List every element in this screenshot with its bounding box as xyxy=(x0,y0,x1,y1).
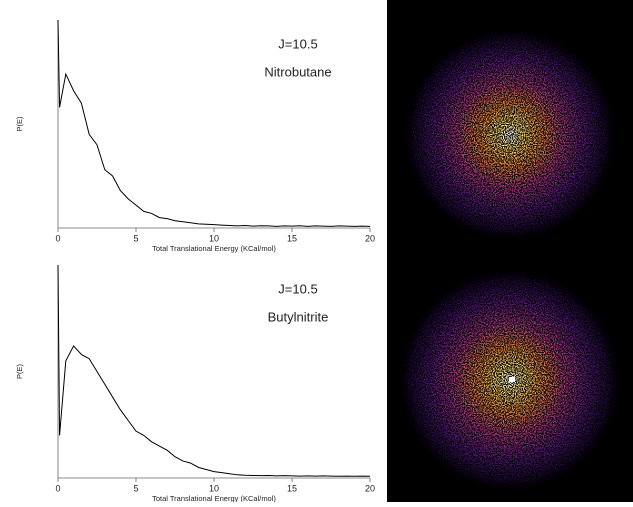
y-axis-label: P(E) xyxy=(15,116,24,132)
data-line xyxy=(57,19,371,227)
x-tick-label: 0 xyxy=(55,233,60,243)
annotation: Butylnitrite xyxy=(268,309,329,324)
image-center xyxy=(509,377,515,382)
annotation: Nitrobutane xyxy=(264,64,331,79)
data-line xyxy=(57,264,371,477)
x-tick-label: 15 xyxy=(287,483,297,493)
annotation: J=10.5 xyxy=(278,36,317,51)
x-axis-label: Total Translational Energy (KCal/mol) xyxy=(152,244,276,253)
x-tick-label: 10 xyxy=(209,483,219,493)
x-tick-label: 0 xyxy=(55,483,60,493)
ion-image xyxy=(405,30,615,240)
x-tick-label: 15 xyxy=(287,233,297,243)
x-axis-label: Total Translational Energy (KCal/mol) xyxy=(152,494,276,502)
y-axis-label: P(E) xyxy=(15,363,24,379)
annotation: J=10.5 xyxy=(278,281,317,296)
x-tick-label: 5 xyxy=(133,483,138,493)
x-tick-label: 20 xyxy=(365,483,375,493)
x-tick-label: 5 xyxy=(133,233,138,243)
x-tick-label: 10 xyxy=(209,233,219,243)
x-tick-label: 20 xyxy=(365,233,375,243)
